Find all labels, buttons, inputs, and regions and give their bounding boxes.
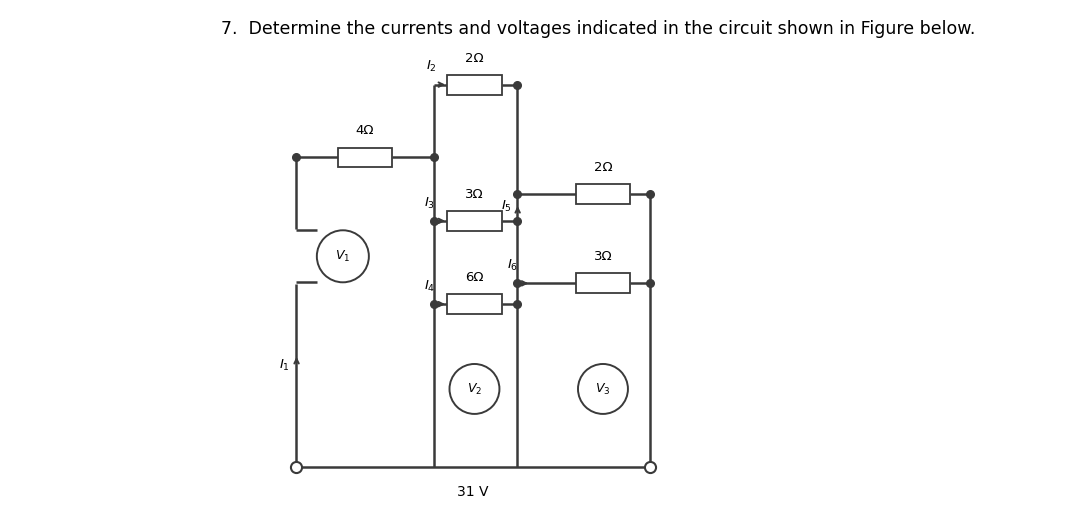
Text: $I_4$: $I_4$ (424, 279, 435, 294)
Text: 6Ω: 6Ω (465, 271, 484, 284)
Circle shape (578, 364, 627, 414)
FancyBboxPatch shape (447, 75, 501, 95)
Text: 31 V: 31 V (457, 485, 488, 499)
FancyBboxPatch shape (338, 147, 392, 167)
Text: $I_1$: $I_1$ (279, 358, 289, 373)
Text: $I_6$: $I_6$ (508, 258, 518, 273)
Text: $V_2$: $V_2$ (467, 381, 482, 396)
Circle shape (316, 230, 369, 282)
Text: 3Ω: 3Ω (594, 251, 612, 263)
Text: 7.  Determine the currents and voltages indicated in the circuit shown in Figure: 7. Determine the currents and voltages i… (220, 19, 975, 38)
Text: 2Ω: 2Ω (465, 52, 484, 65)
FancyBboxPatch shape (447, 211, 501, 231)
FancyBboxPatch shape (576, 274, 630, 293)
Text: $V_3$: $V_3$ (595, 381, 610, 396)
Text: $I_3$: $I_3$ (424, 196, 435, 211)
Text: 2Ω: 2Ω (594, 161, 612, 174)
Circle shape (449, 364, 499, 414)
Bar (444, 358, 504, 416)
Text: 3Ω: 3Ω (465, 188, 484, 201)
FancyBboxPatch shape (447, 294, 501, 314)
Text: $V_1$: $V_1$ (335, 249, 351, 264)
Text: $I_2$: $I_2$ (426, 59, 436, 74)
Text: $I_5$: $I_5$ (501, 199, 512, 214)
Text: 4Ω: 4Ω (355, 124, 374, 138)
Bar (572, 358, 633, 416)
FancyBboxPatch shape (576, 184, 630, 204)
